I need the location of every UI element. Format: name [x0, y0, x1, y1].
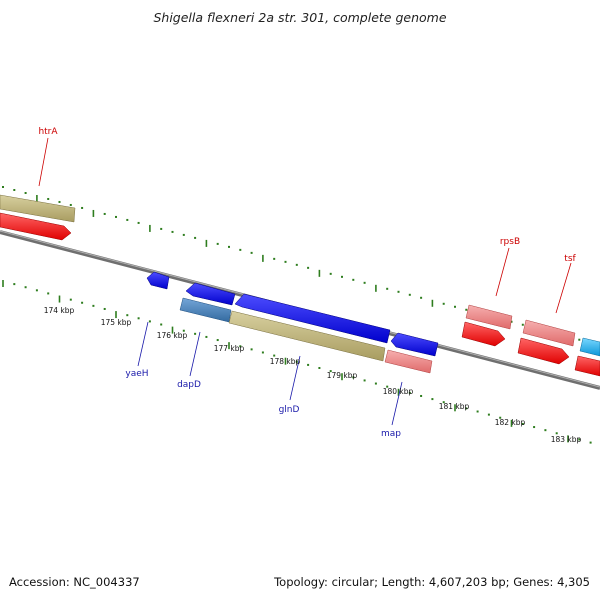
genome-summary-text: Topology: circular; Length: 4,607,203 bp…	[274, 575, 590, 589]
leader-rpsB	[495, 247, 510, 297]
gene-next-cyan[interactable]	[579, 337, 600, 357]
gene-rpsB[interactable]	[465, 304, 513, 330]
kbp-label: 179 kbp	[327, 371, 358, 380]
kbp-label: 174 kbp	[44, 306, 75, 315]
leader-tsf	[555, 262, 572, 314]
kbp-label: 176 kbp	[157, 331, 188, 340]
gene-glnD[interactable]	[228, 310, 386, 362]
khaki-feature-htrA[interactable]	[0, 194, 76, 223]
map-title: Shigella flexneri 2a str. 301, complete …	[153, 10, 447, 25]
cds-next[interactable]	[574, 355, 600, 377]
leader-yaeH	[137, 321, 149, 367]
kbp-label: 175 kbp	[101, 318, 132, 327]
kbp-label: 178 kbp	[270, 357, 301, 366]
kbp-label: 181 kbp	[439, 402, 470, 411]
cds-dapD[interactable]	[185, 282, 236, 306]
forward-strand-features	[0, 194, 600, 377]
label-htrA[interactable]: htrA	[38, 127, 58, 137]
kbp-label: 177 kbp	[214, 344, 245, 353]
leader-dapD	[189, 331, 201, 377]
label-rpsB[interactable]: rpsB	[500, 237, 520, 247]
kbp-label: 180 kbp	[383, 387, 414, 396]
leader-glnD	[289, 355, 301, 401]
cds-htrA[interactable]	[0, 212, 72, 241]
reverse-strand-features	[146, 271, 439, 374]
kbp-label: 183 kbp	[551, 435, 582, 444]
cds-glnD[interactable]	[234, 293, 391, 344]
gene-tsf[interactable]	[522, 319, 576, 347]
leader-map	[391, 381, 403, 426]
kbp-label: 182 kbp	[495, 418, 526, 427]
gene-map[interactable]	[384, 349, 433, 374]
label-leaders	[38, 137, 572, 426]
label-map[interactable]: map	[381, 429, 401, 439]
cds-tsf[interactable]	[517, 337, 570, 365]
label-glnD[interactable]: glnD	[279, 405, 300, 415]
cds-yaeH[interactable]	[146, 271, 170, 290]
leader-htrA	[38, 137, 49, 187]
cds-map[interactable]	[390, 332, 439, 357]
label-dapD[interactable]: dapD	[177, 380, 201, 390]
label-yaeH[interactable]: yaeH	[125, 369, 148, 379]
label-tsf[interactable]: tsf	[564, 254, 576, 264]
lower-tick-ring	[2, 280, 592, 444]
accession-text: Accession: NC_004337	[9, 575, 140, 589]
gene-labels: htrA rpsB tsf yaeH dapD glnD map	[38, 127, 576, 439]
cds-rpsB[interactable]	[461, 321, 506, 347]
kbp-scale-labels: 174 kbp 175 kbp 176 kbp 177 kbp 178 kbp …	[44, 306, 582, 444]
